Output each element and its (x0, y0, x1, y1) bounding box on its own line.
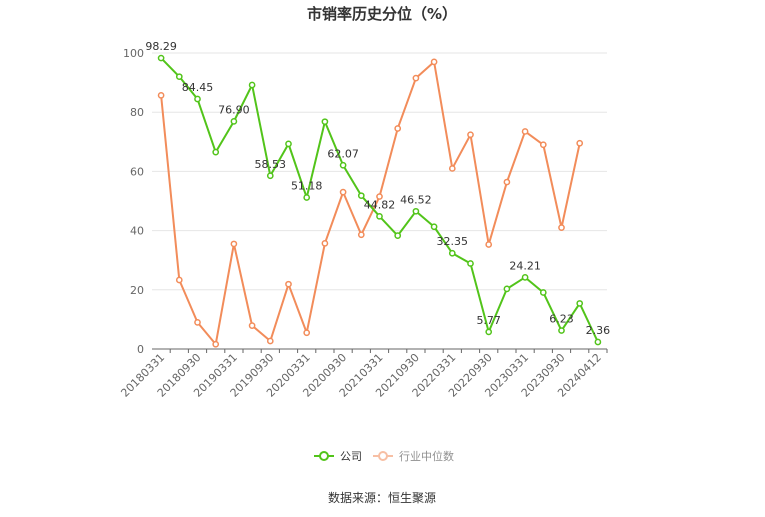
data-label: 2.36 (586, 324, 611, 337)
data-point[interactable] (357, 231, 365, 239)
data-point[interactable] (230, 240, 238, 248)
data-point[interactable] (558, 327, 565, 334)
data-point[interactable] (430, 223, 438, 231)
data-point[interactable] (357, 192, 365, 200)
data-point[interactable] (503, 178, 511, 186)
data-label: 6.23 (549, 313, 574, 326)
data-point[interactable] (339, 161, 347, 169)
data-label: 58.53 (255, 158, 287, 171)
legend-marker (319, 451, 329, 461)
data-point[interactable] (339, 188, 347, 196)
data-point[interactable] (321, 239, 329, 247)
data-point[interactable] (321, 118, 329, 126)
legend-label: 公司 (340, 450, 362, 463)
data-label: 51.18 (291, 180, 323, 193)
data-point[interactable] (521, 128, 529, 135)
y-tick-label: 80 (130, 106, 144, 119)
data-point[interactable] (230, 118, 238, 125)
data-point[interactable] (503, 285, 511, 293)
source-note: 数据来源：恒生聚源 (328, 490, 436, 505)
data-point[interactable] (376, 193, 383, 200)
data-point[interactable] (285, 280, 292, 288)
x-axis: 2018033120180930201903312019093020200331… (118, 348, 608, 400)
data-point[interactable] (194, 319, 201, 326)
data-point[interactable] (175, 73, 183, 81)
legend-item-industry-median[interactable]: 行业中位数 (373, 449, 454, 463)
data-label: 44.82 (364, 198, 396, 211)
legend-marker (378, 451, 388, 461)
data-point[interactable] (539, 141, 547, 149)
data-point[interactable] (266, 172, 274, 180)
data-point[interactable] (430, 58, 438, 66)
legend-item-company[interactable]: 公司 (314, 450, 362, 463)
data-point[interactable] (576, 139, 584, 147)
data-point[interactable] (448, 165, 456, 172)
series-area: 98.29 84.45 76.90 58.53 51.18 62.07 44.82 46.52… (145, 40, 611, 348)
data-point[interactable] (412, 207, 420, 215)
y-axis: 0 20 40 60 80 100 (123, 47, 144, 356)
data-point[interactable] (467, 260, 474, 267)
data-point[interactable] (248, 322, 256, 329)
data-label: 24.21 (509, 259, 541, 272)
data-point[interactable] (212, 148, 220, 156)
legend[interactable]: 公司 行业中位数 (314, 449, 454, 463)
data-point[interactable] (157, 91, 165, 99)
data-point[interactable] (576, 300, 584, 307)
data-label: 76.90 (218, 103, 250, 116)
data-point[interactable] (266, 337, 274, 345)
data-point[interactable] (394, 232, 402, 239)
y-tick-label: 100 (123, 47, 144, 60)
y-tick-label: 0 (137, 343, 144, 356)
data-label: 32.35 (437, 235, 469, 248)
series-company: 98.29 84.45 76.90 58.53 51.18 62.07 44.82 46.52… (145, 40, 611, 346)
data-point[interactable] (157, 54, 165, 62)
data-point[interactable] (558, 224, 565, 231)
data-point[interactable] (485, 328, 493, 336)
grid (152, 52, 607, 291)
data-point[interactable] (285, 140, 292, 148)
data-point[interactable] (594, 338, 602, 346)
data-point[interactable] (539, 289, 547, 296)
chart-title: 市销率历史分位（%） (307, 5, 457, 23)
data-point[interactable] (521, 273, 529, 281)
data-point[interactable] (303, 194, 311, 201)
data-label: 62.07 (327, 147, 359, 160)
data-point[interactable] (175, 276, 183, 284)
data-label: 46.52 (400, 193, 432, 206)
series-line (160, 60, 581, 346)
data-point[interactable] (485, 241, 493, 248)
data-point[interactable] (412, 74, 420, 82)
data-point[interactable] (212, 340, 220, 348)
data-point[interactable] (303, 329, 311, 337)
y-tick-label: 20 (130, 284, 144, 297)
y-tick-label: 60 (130, 165, 144, 178)
data-point[interactable] (467, 131, 474, 139)
data-label: 84.45 (182, 81, 214, 94)
data-point[interactable] (448, 249, 456, 257)
legend-label: 行业中位数 (399, 449, 454, 463)
data-point[interactable] (394, 125, 402, 132)
data-point[interactable] (194, 95, 201, 103)
data-point[interactable] (376, 212, 383, 220)
data-label: 5.77 (476, 314, 501, 327)
data-point[interactable] (248, 81, 256, 89)
data-label: 98.29 (145, 40, 177, 53)
y-tick-label: 40 (130, 225, 144, 238)
series-industry-median (157, 58, 584, 348)
